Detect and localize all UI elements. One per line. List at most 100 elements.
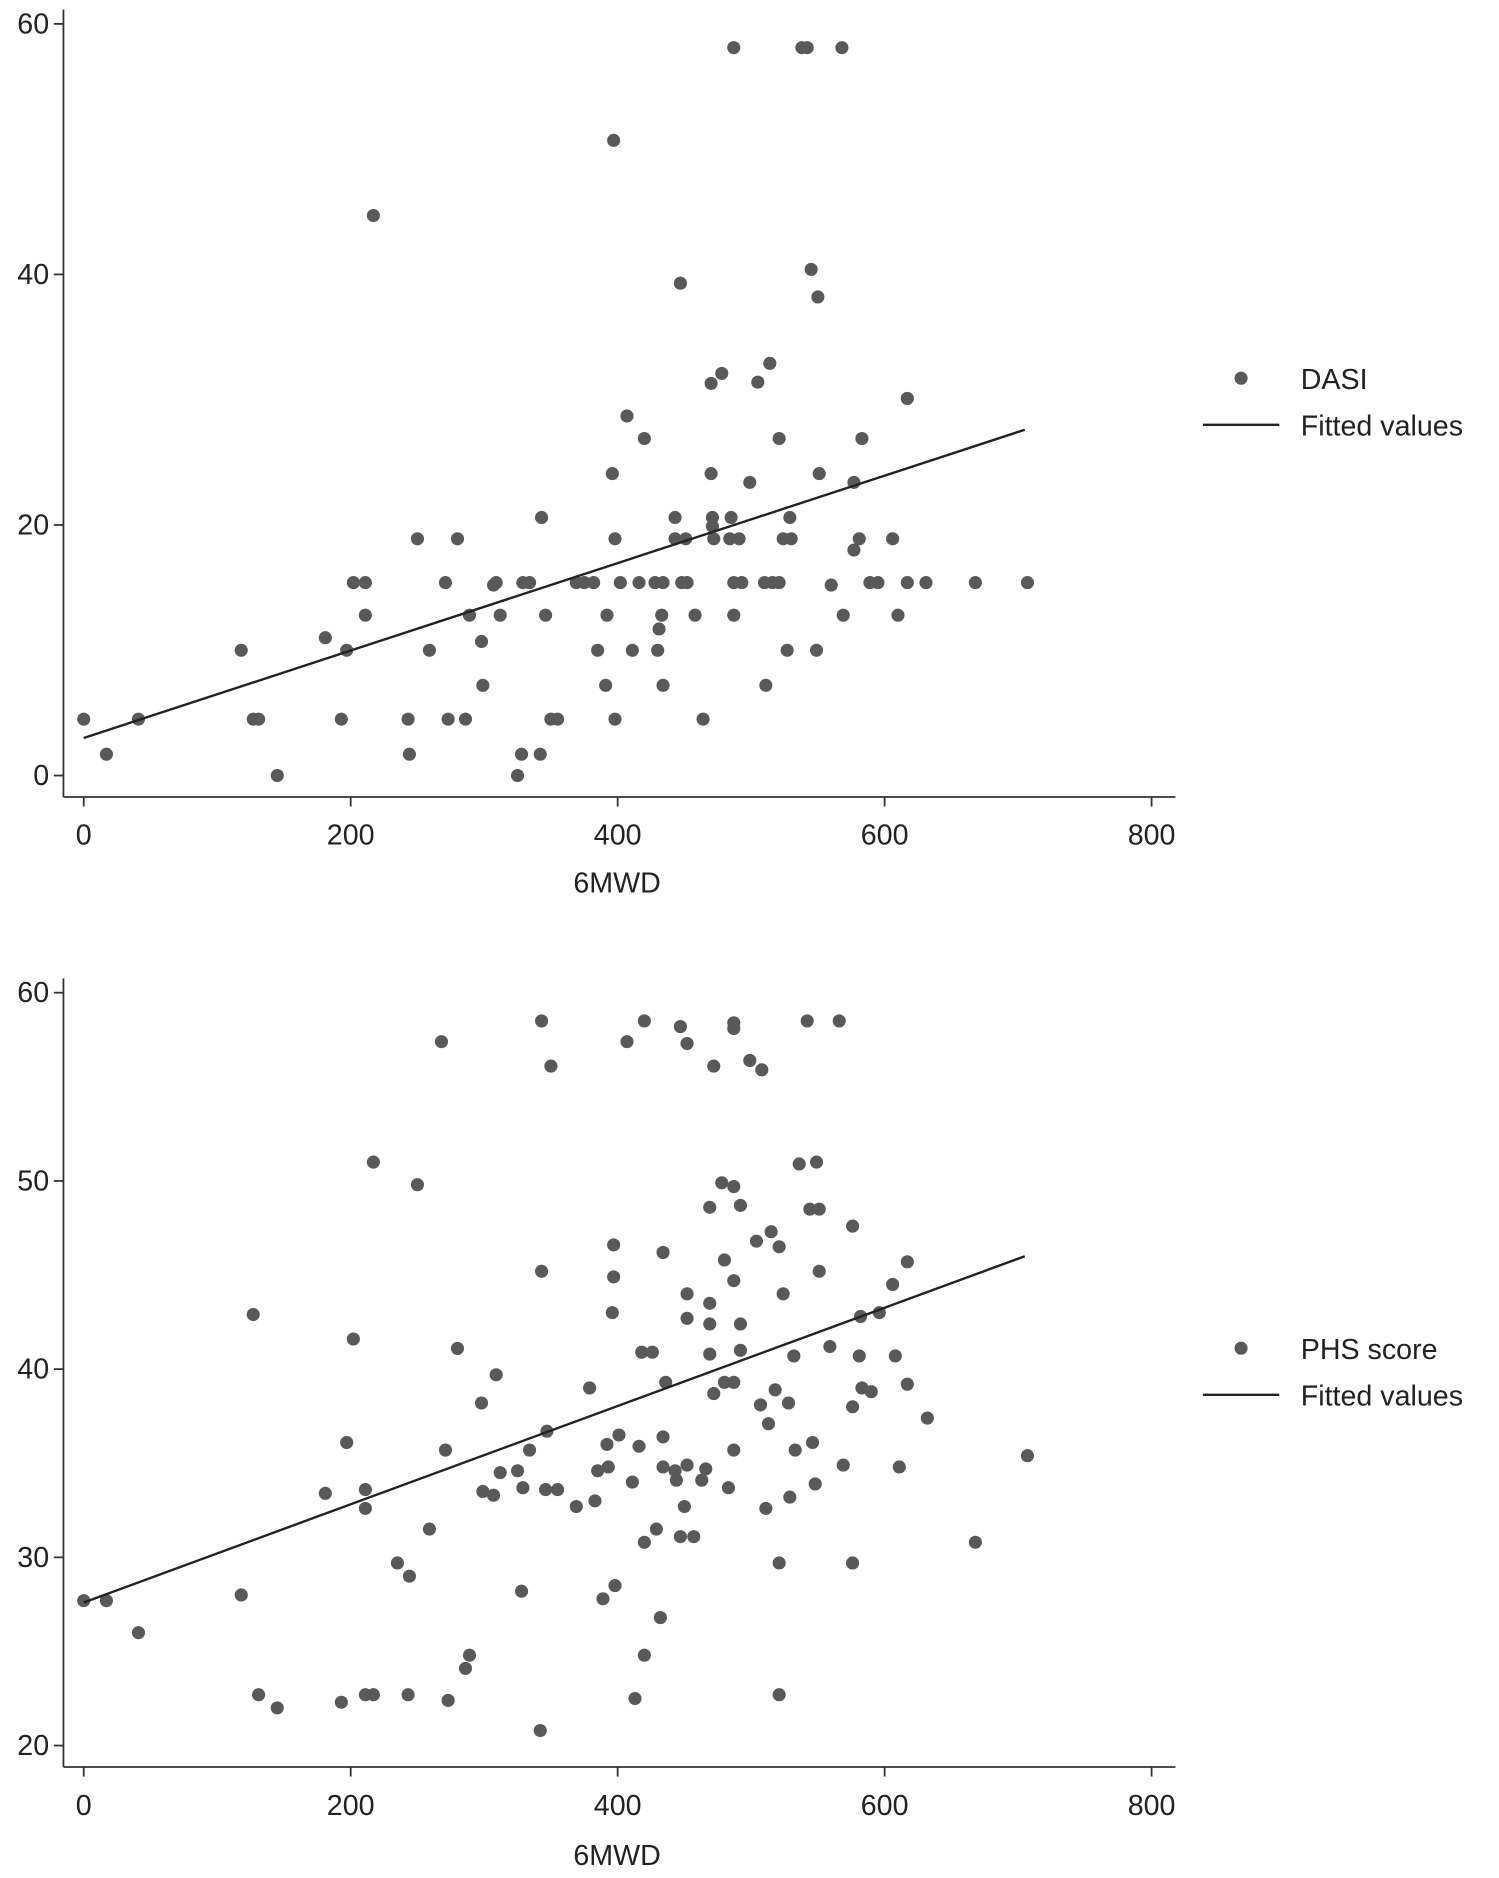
data-point <box>968 576 982 590</box>
legend-label-phs: PHS score <box>1301 1334 1438 1366</box>
y-tick-label: 40 <box>17 1354 49 1386</box>
data-point <box>601 1460 615 1474</box>
data-point <box>514 747 529 761</box>
data-point <box>522 1443 537 1457</box>
data-point <box>824 578 838 592</box>
data-point <box>493 608 507 622</box>
data-point <box>705 510 719 525</box>
data-point <box>703 1200 717 1214</box>
data-point <box>569 1499 583 1514</box>
data-point <box>755 1063 769 1077</box>
data-point <box>800 1014 814 1028</box>
y-tick-label: 0 <box>33 760 49 792</box>
data-point <box>99 1594 113 1608</box>
axes: 0 200 400 600 800 20 30 40 50 60 <box>17 977 1175 1822</box>
data-point <box>855 431 869 446</box>
data-point <box>772 1688 786 1702</box>
data-point <box>131 1626 146 1640</box>
data-point <box>852 532 866 546</box>
data-point <box>591 1464 605 1478</box>
data-point <box>715 1176 729 1190</box>
data-point <box>318 631 332 645</box>
data-point <box>764 1225 778 1239</box>
data-point <box>864 1385 878 1399</box>
data-point <box>656 576 670 590</box>
data-point <box>733 1317 748 1331</box>
data-point <box>812 467 826 481</box>
data-point <box>605 467 619 481</box>
data-point <box>600 608 614 622</box>
data-point <box>891 608 905 622</box>
data-point <box>919 576 933 590</box>
data-point <box>707 1059 721 1073</box>
phs-scatter-panel: 0 200 400 600 800 20 30 40 50 60 6MWD PHS score F… <box>17 977 1463 1872</box>
x-tick-label: 400 <box>594 1790 642 1822</box>
data-point <box>577 576 591 590</box>
data-point <box>441 1693 455 1707</box>
data-point <box>401 712 415 726</box>
fitted-line <box>83 428 1026 740</box>
data-point <box>608 532 622 546</box>
data-point <box>99 747 113 761</box>
y-tick-label: 20 <box>17 510 49 542</box>
data-point <box>587 576 601 590</box>
data-point <box>823 1339 837 1354</box>
data-point <box>727 608 741 622</box>
data-point <box>77 712 91 726</box>
data-point <box>551 712 565 726</box>
data-point <box>805 1435 820 1450</box>
data-point <box>462 1648 477 1662</box>
x-tick-label: 600 <box>861 820 909 852</box>
data-point <box>900 576 914 590</box>
data-point <box>645 1345 659 1359</box>
legend-label-fitted: Fitted values <box>1301 410 1463 442</box>
data-point <box>635 1345 649 1359</box>
data-point <box>510 768 525 783</box>
data-point <box>438 1443 453 1457</box>
data-point <box>727 1443 741 1457</box>
data-point <box>613 576 627 590</box>
data-point <box>673 1530 687 1544</box>
y-tick-label: 30 <box>17 1542 49 1574</box>
data-point <box>847 543 861 557</box>
data-point <box>346 576 360 590</box>
data-point <box>599 678 613 692</box>
data-point <box>920 1411 934 1425</box>
data-point <box>687 1530 701 1544</box>
data-point <box>835 41 849 55</box>
data-point <box>871 576 885 590</box>
data-point <box>476 678 490 692</box>
data-point <box>620 1035 634 1049</box>
data-point <box>588 1494 602 1508</box>
data-point <box>808 1477 822 1491</box>
data-point <box>514 1584 529 1598</box>
data-point <box>493 1466 507 1480</box>
data-point <box>318 1486 332 1500</box>
data-point <box>246 1307 260 1322</box>
data-point <box>792 1157 806 1171</box>
data-point <box>733 1343 748 1357</box>
data-point <box>583 1381 597 1395</box>
data-point <box>651 643 665 657</box>
data-point <box>358 1483 372 1497</box>
data-point <box>680 1458 694 1472</box>
data-point <box>800 41 814 55</box>
data-point <box>544 1059 558 1073</box>
data-point <box>334 1695 348 1709</box>
x-tick-label: 0 <box>76 820 92 852</box>
data-point <box>784 532 798 546</box>
x-tick-label: 600 <box>861 1790 909 1822</box>
data-point <box>535 1014 549 1028</box>
data-point <box>422 643 437 657</box>
data-point <box>516 1481 530 1495</box>
data-point <box>677 1499 691 1514</box>
data-point <box>673 276 687 290</box>
data-point <box>761 1417 776 1431</box>
data-point <box>787 1349 801 1363</box>
data-point <box>656 678 670 692</box>
data-point <box>539 608 553 622</box>
data-point <box>772 431 786 446</box>
legend-marker-dasi <box>1234 371 1248 385</box>
data-point <box>591 643 605 657</box>
